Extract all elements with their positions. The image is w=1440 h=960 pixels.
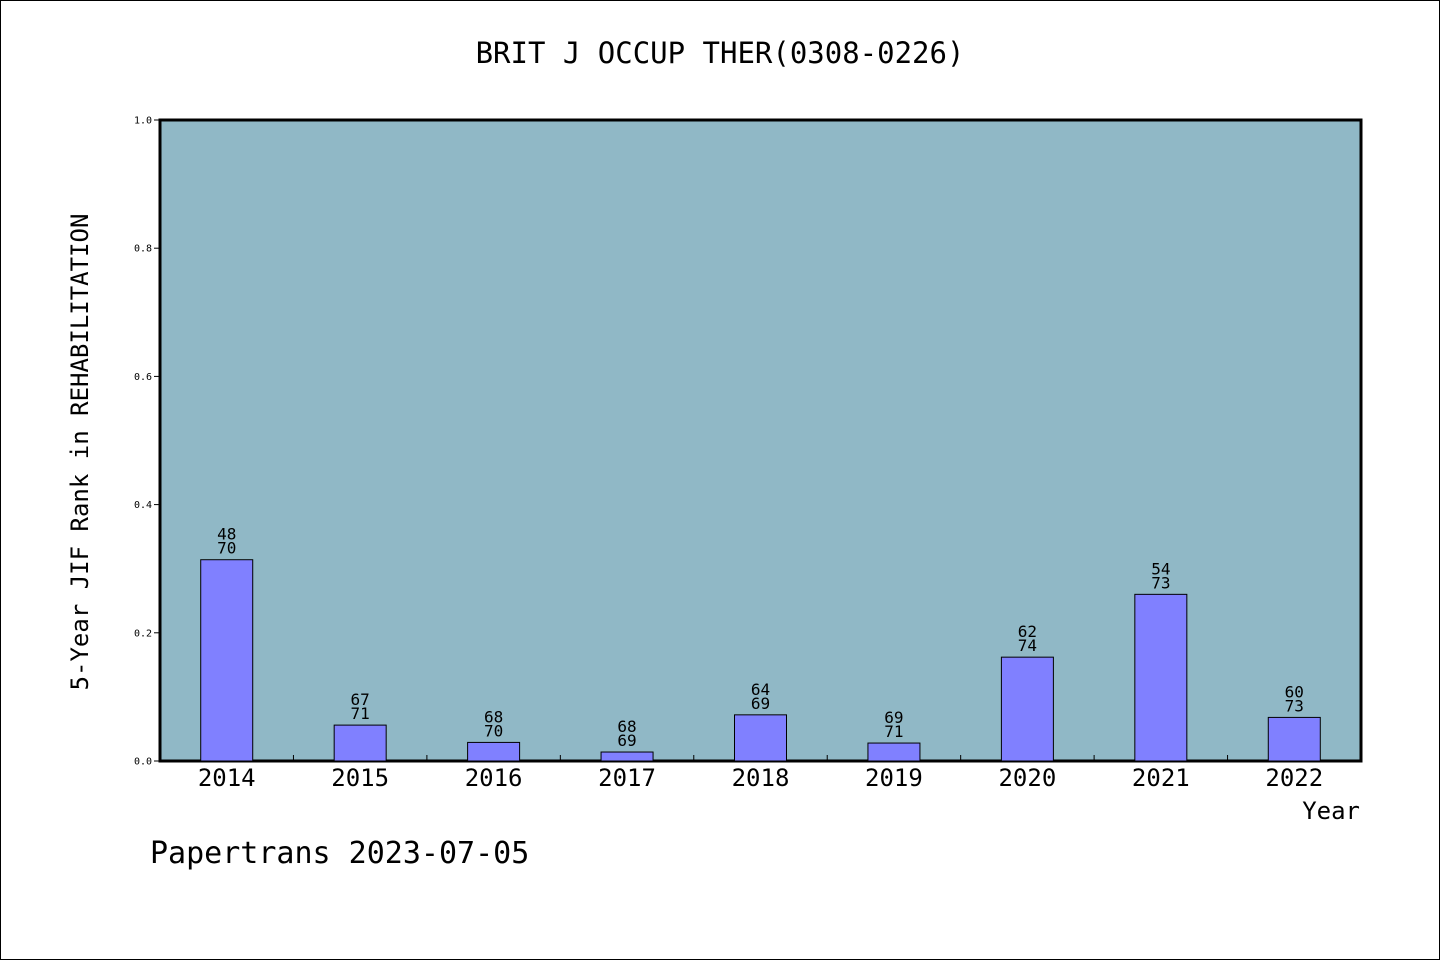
bar-2020 [1000, 656, 1054, 762]
bar-label-total: 69 [617, 731, 636, 750]
y-tick-label: 0.8 [134, 244, 152, 255]
bar-label-rank: 62 [1018, 622, 1037, 641]
bar-label-rank: 68 [484, 707, 503, 726]
bar-label-total: 69 [751, 694, 770, 713]
footer-text: Papertrans 2023-07-05 [150, 836, 530, 871]
bar-2022 [1267, 716, 1321, 762]
x-tick-label: 2020 [998, 764, 1056, 792]
bar-2019 [867, 742, 921, 762]
bar-label-total: 71 [351, 704, 370, 723]
bar-label-rank: 69 [884, 708, 903, 727]
y-tick-label: 0.4 [134, 500, 152, 511]
bar-label-rank: 68 [617, 717, 636, 736]
x-tick-label: 2022 [1265, 764, 1323, 792]
bar-label-total: 71 [884, 722, 903, 741]
bar-2018 [734, 714, 787, 762]
x-axis: 2014 2015 2016 2017 2018 2019 2020 2021 2022 [198, 755, 1323, 792]
bar-label-rank: 54 [1151, 559, 1170, 578]
bar-label-total: 70 [484, 721, 503, 740]
x-tick-label: 2021 [1132, 764, 1190, 792]
bar-2017 [600, 751, 654, 762]
y-axis: 0.0 0.2 0.4 0.6 0.8 1.0 [134, 116, 160, 768]
bar-label-rank: 48 [217, 525, 236, 544]
bar-label-rank: 60 [1285, 682, 1304, 701]
bar-label-total: 73 [1285, 696, 1304, 715]
bar-2021 [1134, 593, 1188, 762]
y-tick-label: 0.2 [134, 628, 152, 639]
bar-label-rank: 64 [751, 680, 770, 699]
x-tick-label: 2015 [331, 764, 389, 792]
bar-2015 [333, 724, 387, 762]
x-tick-label: 2017 [598, 764, 656, 792]
y-tick-label: 0.0 [134, 757, 152, 768]
y-tick-label: 1.0 [134, 116, 152, 127]
bar-label-total: 73 [1151, 573, 1170, 592]
x-tick-label: 2016 [465, 764, 523, 792]
bar-label-total: 74 [1018, 636, 1037, 655]
bar-2014 [200, 559, 254, 762]
bar-2016 [467, 741, 521, 762]
bar-label-rank: 67 [351, 690, 370, 709]
chart-title: BRIT J OCCUP THER(0308-0226) [475, 36, 965, 70]
x-tick-label: 2014 [198, 764, 256, 792]
y-tick-label: 0.6 [134, 372, 152, 383]
x-tick-label: 2018 [732, 764, 790, 792]
x-axis-label: Year [1302, 797, 1360, 825]
y-axis-label: 5-Year JIF Rank in REHABILITATION [66, 213, 94, 691]
bar-label-total: 70 [217, 539, 236, 558]
x-tick-label: 2019 [865, 764, 923, 792]
